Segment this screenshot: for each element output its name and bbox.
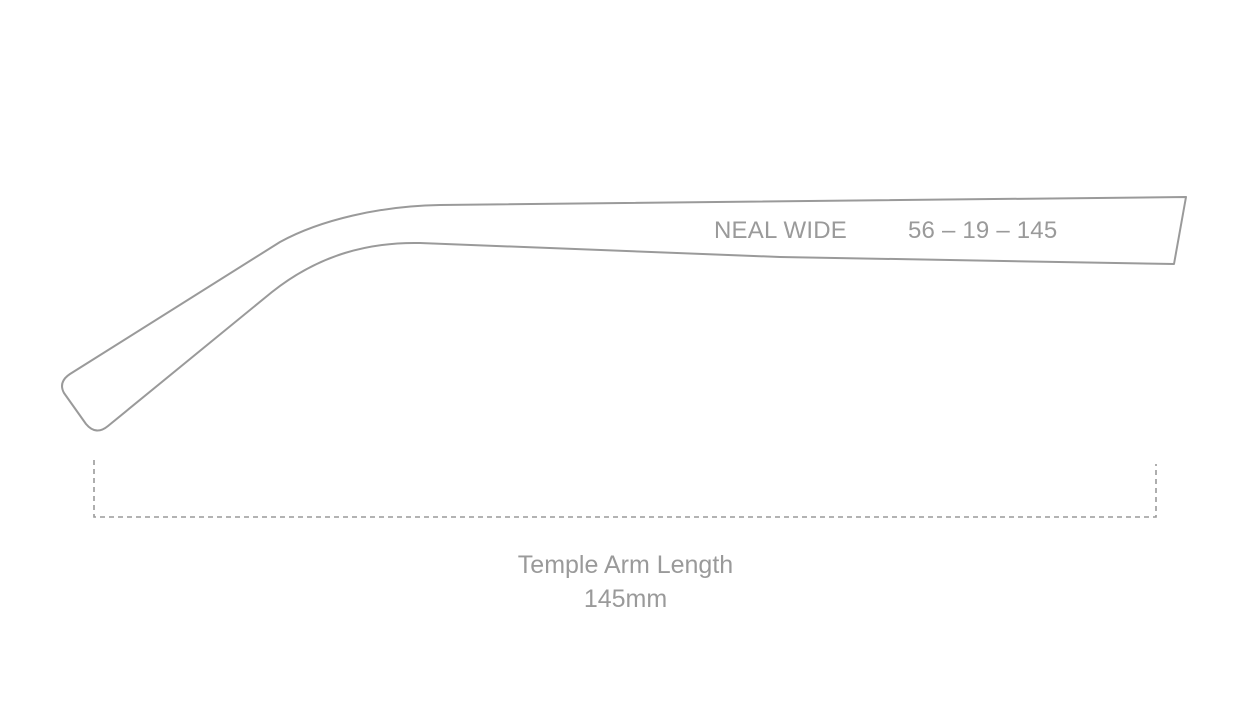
model-name-engraving: NEAL WIDE <box>714 217 847 244</box>
measurement-bracket <box>93 460 1157 518</box>
measurement-value: 145mm <box>583 585 668 613</box>
size-code-engraving: 56 – 19 – 145 <box>908 217 1057 244</box>
temple-arm-outline <box>61 196 1187 432</box>
measurement-label: Temple Arm Length <box>517 551 734 579</box>
